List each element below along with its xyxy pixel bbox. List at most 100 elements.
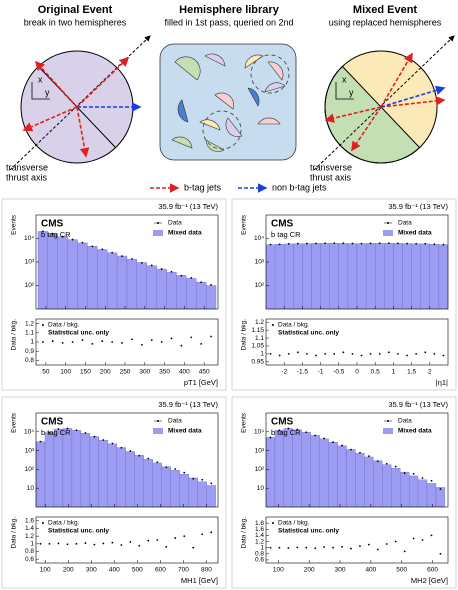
lumi-label: 35.9 fb⁻¹ (13 TeV) (388, 400, 448, 409)
ratio-point (305, 547, 307, 549)
ratio-point (94, 544, 96, 546)
x-axis-label: MH1 [GeV] (181, 576, 218, 585)
ratio-point (85, 542, 87, 544)
ratio-point (324, 353, 326, 355)
ratio-legend-label: Statistical unc. only (48, 330, 109, 337)
experiment-label: CMS (41, 219, 64, 230)
ratio-y-tick-label: 1 (30, 541, 34, 548)
data-point (76, 429, 78, 431)
hist-bar (38, 231, 48, 309)
ratio-legend-label: Statistical unc. only (278, 330, 339, 337)
ratio-point (287, 547, 289, 549)
data-point (413, 473, 415, 475)
hist-bar (412, 244, 421, 309)
ratio-point (279, 355, 281, 357)
ratio-point (359, 545, 361, 547)
data-point (315, 243, 317, 245)
hist-bar (171, 470, 180, 507)
x-tick-label: 800 (201, 567, 212, 574)
hist-bar (78, 243, 88, 309)
region-label: b tag CR (41, 428, 71, 437)
data-point (181, 275, 183, 277)
ratio-point (161, 341, 163, 343)
data-point (379, 242, 381, 244)
legend-marker (383, 230, 393, 236)
hist-bar (339, 243, 348, 309)
x-tick-label: -2 (281, 369, 287, 376)
hist-bar (87, 246, 97, 309)
axis-label: x (342, 74, 347, 84)
figure: Original Event break in two hemispheres … (0, 0, 458, 590)
x-tick-label: 100 (273, 567, 284, 574)
hist-bar (293, 430, 302, 507)
data-point (377, 460, 379, 462)
ratio-point (413, 538, 415, 540)
y-axis-label: Events (11, 412, 18, 433)
hist-bar (63, 428, 72, 507)
legend-label: Mixed data (168, 230, 202, 237)
ratio-point (370, 353, 372, 355)
hist-bar (54, 429, 63, 507)
hist-bar (117, 448, 126, 507)
ratio-point (443, 355, 445, 357)
hist-bar (207, 485, 216, 507)
data-point (333, 242, 335, 244)
ratio-point (111, 542, 113, 544)
x-tick-label: 2 (428, 369, 432, 376)
data-point (406, 243, 408, 245)
ratio-point (397, 353, 399, 355)
x-tick-label: 400 (179, 369, 190, 376)
y-tick-label: 10³ (255, 259, 265, 266)
ratio-y-tick-label: 1.05 (251, 343, 264, 350)
data-point (270, 244, 272, 246)
data-point (201, 479, 203, 481)
hist-bar (108, 444, 117, 507)
hist-bar (382, 465, 391, 507)
ratio-point (192, 547, 194, 549)
ratio-point (333, 353, 335, 355)
ratio-point (58, 543, 60, 545)
hist-bar (311, 435, 320, 507)
region-label: b tag CR (271, 428, 301, 437)
x-tick-label: 400 (365, 567, 376, 574)
legend-marker (42, 522, 44, 524)
ratio-point (342, 351, 344, 353)
hemisphere-library (160, 44, 296, 160)
x-tick-label: 0.5 (371, 369, 380, 376)
ratio-point (210, 531, 212, 533)
hist-bar (366, 243, 375, 309)
ratio-y-tick-label: 1.2 (255, 538, 264, 545)
legend-marker (272, 522, 274, 524)
experiment-label: CMS (41, 417, 64, 428)
x-tick-label: 250 (120, 369, 131, 376)
hist-bar (127, 259, 137, 309)
hist-bar (312, 243, 321, 309)
hist-bar (329, 442, 338, 507)
axis-label: x (38, 74, 43, 84)
ratio-y-tick-label: 1.4 (255, 532, 264, 539)
hist-bar (393, 243, 402, 309)
hist-bar (68, 240, 78, 309)
ratio-point (377, 549, 379, 551)
diagram-subtitle: using replaced hemispheres (329, 17, 442, 27)
region-label: b tag CR (41, 230, 71, 239)
ratio-point (361, 355, 363, 357)
data-point (305, 431, 307, 433)
hist-bar (384, 243, 393, 309)
data-point (361, 243, 363, 245)
data-point (101, 249, 103, 251)
ratio-point (279, 547, 281, 549)
chart-panel: 35.9 fb⁻¹ (13 TeV)10²10³10⁴0.9511.051.11… (232, 199, 456, 390)
data-point (129, 450, 131, 452)
y-axis-label: Events (241, 214, 248, 235)
ratio-legend-label: Data / bkg. (48, 520, 80, 527)
x-tick-label: 500 (396, 567, 407, 574)
ratio-point (190, 337, 192, 339)
data-point (368, 455, 370, 457)
x-tick-label: 1.5 (407, 369, 416, 376)
data-point (424, 243, 426, 245)
data-point (342, 242, 344, 244)
chart-panel: 35.9 fb⁻¹ (13 TeV)1010²10³10⁴0.60.811.21… (2, 397, 226, 588)
ratio-y-tick-label: 1.2 (25, 320, 34, 327)
data-point (165, 466, 167, 468)
